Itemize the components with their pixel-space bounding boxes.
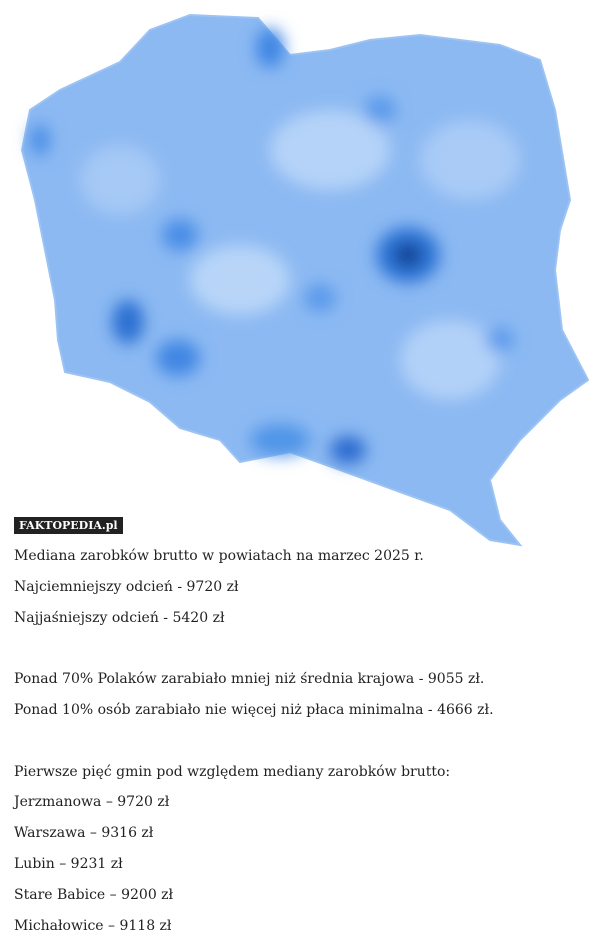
- caption-line: Lubin – 9231 zł: [14, 855, 123, 872]
- caption-line: Stare Babice – 9200 zł: [14, 886, 174, 903]
- paragraph: Pierwsze pięć gmin pod względem mediany …: [14, 757, 594, 942]
- caption-line: Pierwsze pięć gmin pod względem mediany …: [14, 763, 451, 780]
- caption-line: Jerzmanowa – 9720 zł: [14, 794, 170, 811]
- watermark: FAKTOPEDIA.pl: [14, 517, 123, 534]
- caption-line: Mediana zarobków brutto w powiatach na m…: [14, 548, 424, 564]
- caption-line: Warszawa – 9316 zł: [14, 825, 154, 842]
- poland-outline: [20, 13, 590, 547]
- caption-line: Ponad 10% osób zarabiało nie więcej niż …: [14, 701, 494, 718]
- caption-line: Najciemniejszy odcień - 9720 zł: [14, 578, 239, 595]
- shading: [30, 28, 520, 464]
- paragraph: Ponad 70% Polaków zarabiało mniej niż śr…: [14, 664, 594, 726]
- caption-line: Michałowice – 9118 zł: [14, 917, 172, 934]
- caption-line: Ponad 70% Polaków zarabiało mniej niż śr…: [14, 671, 485, 688]
- map: [20, 13, 590, 547]
- paragraph: Mediana zarobków brutto w powiatach na m…: [14, 541, 594, 633]
- caption-line: Najjaśniejszy odcień - 5420 zł: [14, 609, 225, 626]
- caption: Mediana zarobków brutto w powiatach na m…: [14, 541, 594, 950]
